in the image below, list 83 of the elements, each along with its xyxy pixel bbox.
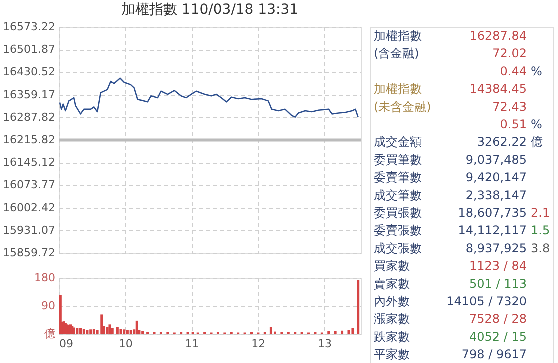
text: 14384.45 <box>470 82 527 96</box>
y-tick-label: 16073.77 <box>3 178 56 192</box>
text: 18,607,735 <box>458 206 527 220</box>
text: 漲家數 <box>374 312 410 326</box>
x-tick-label: 12 <box>252 338 266 350</box>
x-tick-label: 13 <box>318 338 332 350</box>
bar <box>357 280 360 334</box>
bar <box>270 327 272 334</box>
y-tick-label: 90 <box>42 300 56 312</box>
y-tick-label: 16145.12 <box>3 156 56 170</box>
x-tick-label: 10 <box>118 338 133 350</box>
text: 16287.84 <box>470 29 527 43</box>
text: 7528 / 28 <box>470 312 527 326</box>
text: 成交金額 <box>374 135 422 150</box>
text: 72.43 <box>492 100 527 114</box>
text: 成交筆數 <box>374 188 422 202</box>
bar <box>92 329 96 334</box>
y-tick-label: 16573.22 <box>3 20 56 34</box>
y-tick-label: 180 <box>34 272 56 284</box>
bar <box>90 330 92 334</box>
x-tick-label: 09 <box>60 338 74 350</box>
text: 3.8 <box>531 241 550 256</box>
text: 14,112,117 <box>458 224 527 238</box>
y-tick-label: 16287.82 <box>3 110 56 124</box>
text: 3262.22 <box>477 135 527 150</box>
text: 798 / 9617 <box>462 348 527 362</box>
y-tick-label: 16430.52 <box>3 66 56 79</box>
text: 9,420,147 <box>466 170 527 185</box>
bar <box>82 329 86 334</box>
bar <box>341 330 344 334</box>
text: 加權指數 <box>374 82 422 96</box>
bar <box>100 314 104 334</box>
bar <box>130 330 132 334</box>
text: 1123 / 84 <box>470 259 527 274</box>
bar <box>116 327 119 334</box>
text: 億 <box>531 135 543 150</box>
text: 1.5 <box>531 224 550 238</box>
text: 內外數 <box>374 294 410 308</box>
text: 平家數 <box>374 348 410 362</box>
y-tick-label: 億 <box>44 328 56 340</box>
text: 4052 / 15 <box>470 330 527 344</box>
text: 2.1 <box>531 206 550 220</box>
bar <box>126 330 129 334</box>
bar <box>76 328 79 334</box>
text: (未含金融) <box>374 100 432 114</box>
bar <box>136 320 138 334</box>
text: 委賣筆數 <box>374 170 422 185</box>
bar <box>352 328 354 334</box>
text: 買家數 <box>374 259 410 274</box>
text: 9,037,485 <box>466 152 527 167</box>
y-tick-label: 16501.87 <box>3 43 56 56</box>
text: 委賣張數 <box>374 224 422 238</box>
text: 成交張數 <box>374 241 422 256</box>
text: (含金融) <box>374 46 420 61</box>
text: 501 / 113 <box>470 276 527 291</box>
line-series <box>59 78 359 118</box>
text: % <box>531 64 542 78</box>
bar <box>108 324 112 334</box>
text: 2,338,147 <box>466 188 527 202</box>
bar <box>123 330 126 334</box>
bar <box>120 329 122 334</box>
bar <box>86 330 89 334</box>
text: 8,937,925 <box>466 241 527 256</box>
text: 14105 / 7320 <box>446 294 527 308</box>
text: 委買張數 <box>374 206 422 220</box>
y-tick-label: 15859.72 <box>3 246 56 260</box>
bar <box>348 330 350 334</box>
text: 賣家數 <box>374 276 410 291</box>
text: 0.51 <box>500 118 527 132</box>
text: 委買筆數 <box>374 152 422 167</box>
y-tick-label: 16359.17 <box>3 88 56 102</box>
x-tick-label: 11 <box>185 338 200 350</box>
y-tick-label: 15931.07 <box>3 224 56 237</box>
bar <box>80 328 82 334</box>
text: 72.02 <box>492 46 527 61</box>
text: 加權指數 <box>374 29 422 43</box>
y-tick-label: 16002.42 <box>3 201 56 214</box>
text: % <box>531 118 542 132</box>
chart-title: 加權指數 110/03/18 13:31 <box>121 2 299 18</box>
bar <box>111 328 114 334</box>
text: 0.44 <box>500 64 527 78</box>
text: 跌家數 <box>374 330 410 344</box>
y-tick-label: 16215.82 <box>3 134 56 147</box>
